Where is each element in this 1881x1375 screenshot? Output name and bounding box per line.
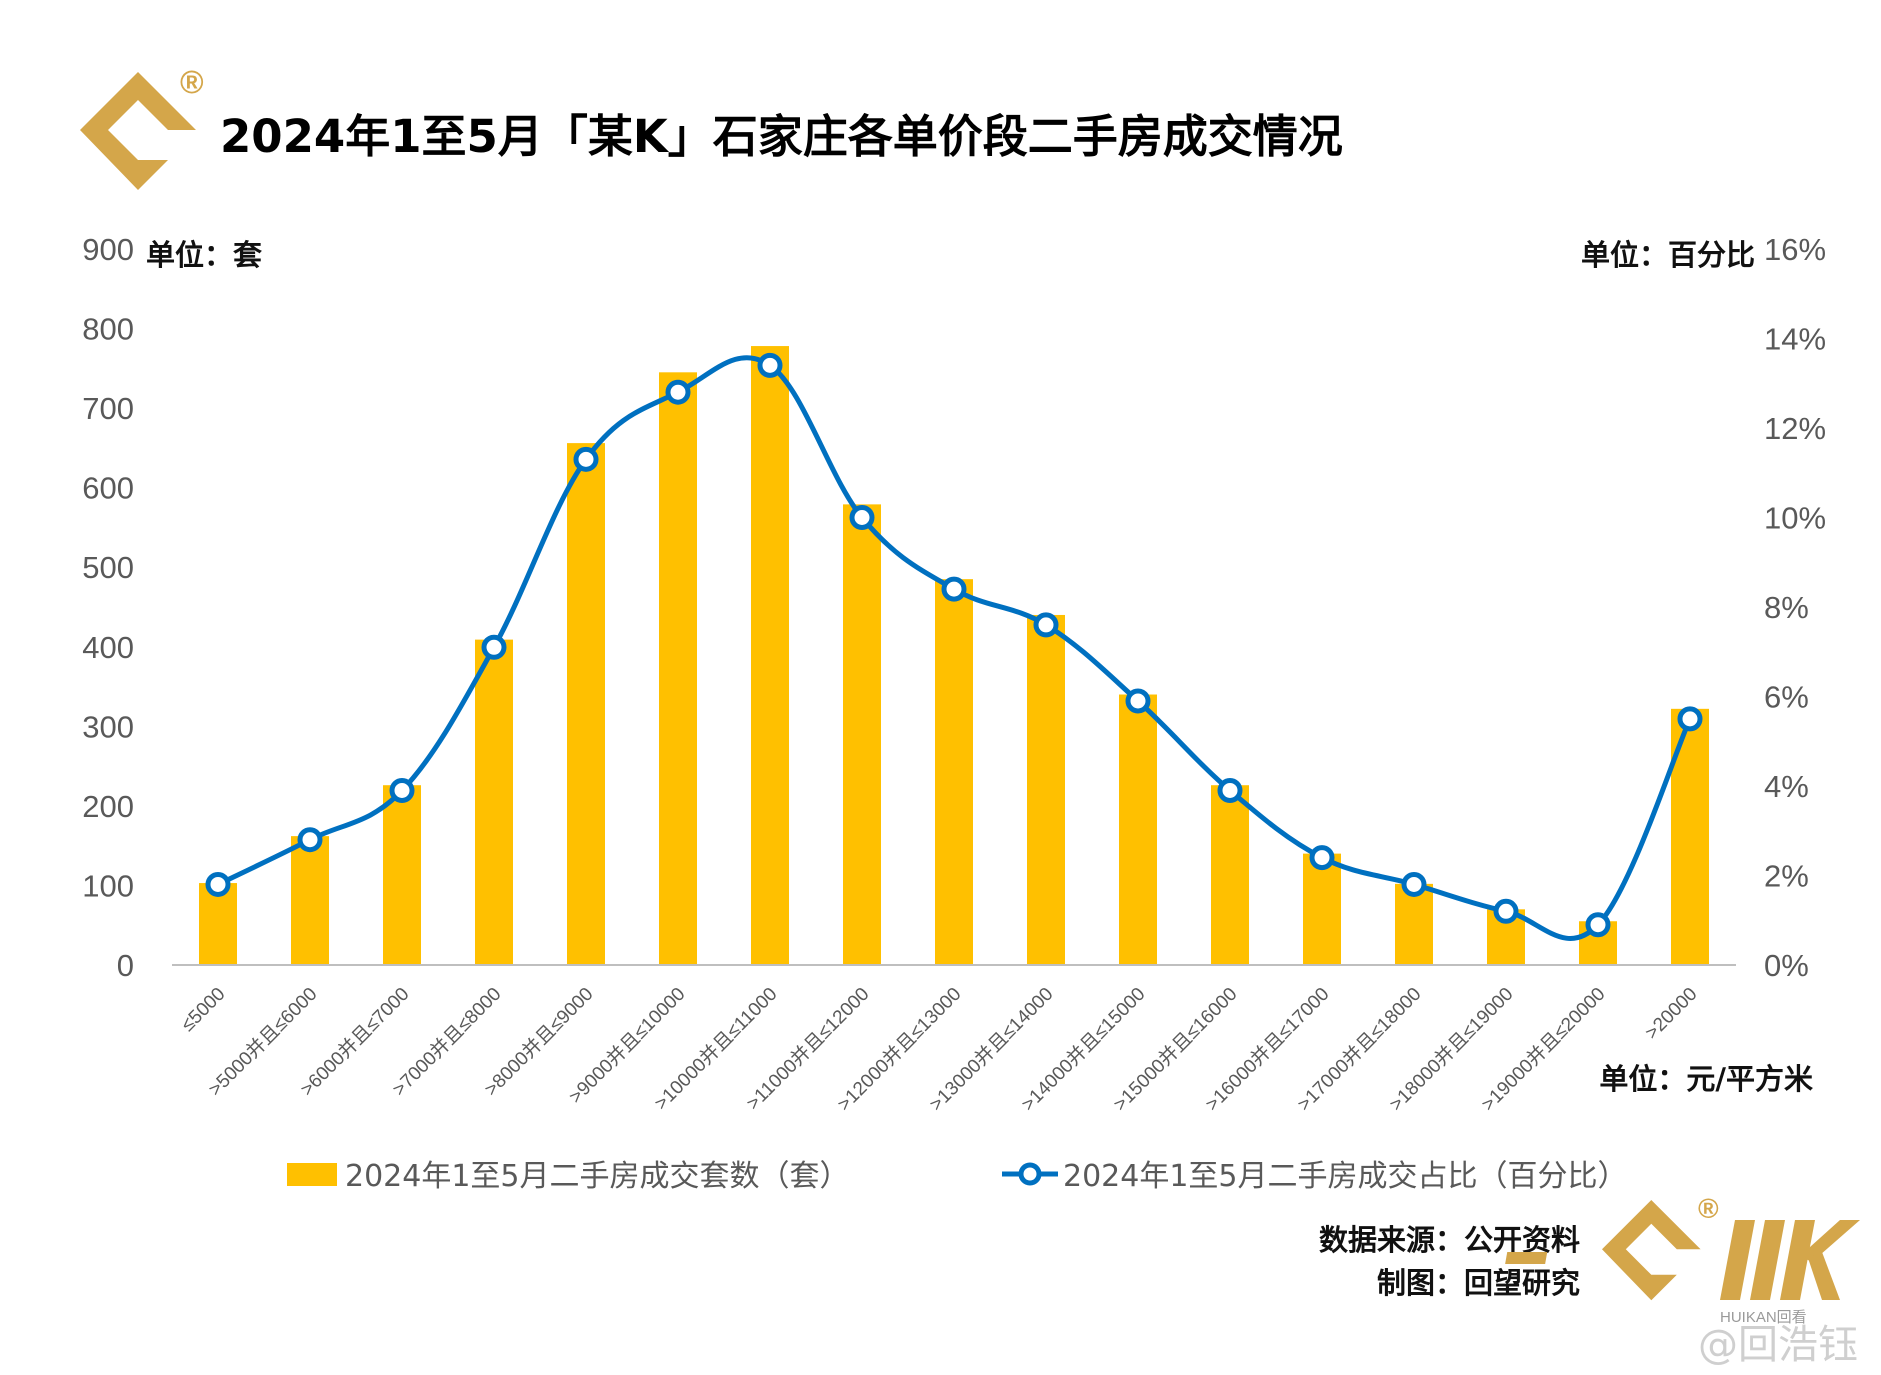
right-axis-unit-label: 单位：百分比 <box>1581 238 1755 272</box>
right-axis-tick-label: 6% <box>1764 680 1809 715</box>
right-axis-ticks: 0% 2% 4% 6% 8% 10% 12% 14% 16% <box>1764 232 1826 983</box>
line-point <box>1585 912 1611 938</box>
bar <box>935 579 973 965</box>
right-axis-tick-label: 12% <box>1764 411 1826 446</box>
line-point <box>573 446 599 472</box>
bar <box>1027 614 1065 965</box>
left-axis-tick-label: 500 <box>82 550 134 585</box>
line-markers <box>205 352 1703 938</box>
line-point <box>1401 871 1427 897</box>
brand-logo-small-icon <box>1602 1200 1701 1301</box>
bar <box>567 443 605 965</box>
right-axis-tick-label: 4% <box>1764 769 1809 804</box>
registered-mark-small: ® <box>1698 1193 1719 1224</box>
left-axis-tick-label: 200 <box>82 789 134 824</box>
bar <box>383 785 421 965</box>
line-point <box>665 379 691 405</box>
right-axis-tick-label: 16% <box>1764 232 1826 267</box>
legend-line-label: 2024年1至5月二手房成交占比（百分比） <box>1063 1159 1628 1194</box>
right-axis-tick-label: 14% <box>1764 322 1826 357</box>
right-axis-tick-label: 0% <box>1764 948 1809 983</box>
left-axis-tick-label: 400 <box>82 630 134 665</box>
line-series <box>216 355 1693 941</box>
line-point <box>849 505 875 530</box>
chart-maker-text: 制图：回望研究 <box>1377 1266 1580 1300</box>
x-axis-tick-label: >20000 <box>1641 984 1701 1044</box>
right-axis-tick-label: 2% <box>1764 859 1809 894</box>
x-axis-unit-label: 单位：元/平方米 <box>1599 1062 1813 1096</box>
bar <box>1303 853 1341 965</box>
left-axis-ticks: 0 100 200 300 400 500 600 700 800 900 <box>82 232 134 983</box>
bar <box>659 372 697 965</box>
legend-bar-label: 2024年1至5月二手房成交套数（套） <box>345 1159 850 1194</box>
registered-mark: ® <box>180 64 204 100</box>
line-point <box>1677 706 1703 732</box>
line-point <box>1125 688 1151 714</box>
bar <box>751 346 789 966</box>
chart-title: 2024年1至5月「某K」石家庄各单价段二手房成交情况 <box>220 110 1343 163</box>
left-axis-tick-label: 800 <box>82 312 134 347</box>
brand-logo-icon <box>80 72 196 190</box>
right-axis-tick-label: 8% <box>1764 590 1809 625</box>
left-axis-tick-label: 100 <box>82 868 134 903</box>
line-point <box>757 352 783 378</box>
bar <box>1119 694 1157 965</box>
legend-line-marker <box>1018 1162 1042 1186</box>
x-axis-tick-label: ≤5000 <box>177 984 229 1036</box>
watermark-text: @回浩钰 <box>1698 1322 1858 1368</box>
line-point <box>389 777 415 803</box>
right-axis-tick-label: 10% <box>1764 501 1826 536</box>
left-axis-tick-label: 900 <box>82 232 134 267</box>
line-point <box>297 827 323 853</box>
brand-name-text: HUIKAN回看 <box>1720 1309 1807 1326</box>
line-point <box>941 576 967 602</box>
left-axis-unit-label: 单位：套 <box>146 238 262 272</box>
bar <box>475 639 513 965</box>
line-point <box>1033 612 1059 638</box>
left-axis-tick-label: 300 <box>82 709 134 744</box>
bar <box>1395 883 1433 965</box>
bar <box>291 836 329 965</box>
bar <box>843 504 881 965</box>
line-point <box>1493 898 1519 924</box>
x-axis-tick-labels: ≤5000>5000并且≤6000>6000并且≤7000>7000并且≤800… <box>177 983 1701 1115</box>
legend-bar-swatch <box>287 1163 337 1186</box>
hk-monogram-icon <box>1505 1220 1860 1300</box>
left-axis-tick-label: 0 <box>117 948 134 983</box>
left-axis-tick-label: 700 <box>82 391 134 426</box>
line-point <box>205 871 231 897</box>
left-axis-tick-label: 600 <box>82 471 134 506</box>
data-source-text: 数据来源：公开资料 <box>1319 1223 1580 1257</box>
line-point <box>1309 845 1335 871</box>
line-point <box>481 634 507 660</box>
bar-series <box>199 346 1709 966</box>
bar <box>1211 785 1249 965</box>
line-point <box>1217 777 1243 803</box>
